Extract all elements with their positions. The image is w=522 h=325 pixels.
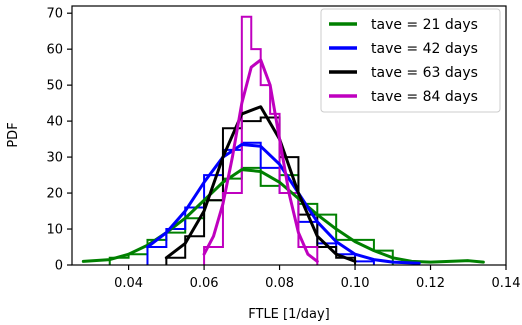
y-tick-label: 30 [46,151,63,166]
x-tick-label: 0.04 [114,276,143,291]
x-tick-label: 0.06 [190,276,219,291]
x-tick-label: 0.08 [265,276,294,291]
pdf-curve-series-2 [145,142,421,265]
x-tick-label: 0.14 [492,276,521,291]
pdf-curve-series-4 [202,58,319,263]
legend-label-3: tave = 63 days [371,65,478,81]
y-tick-label: 10 [46,223,63,238]
pdf-curve-series-1 [81,168,485,264]
axes-layer: 0.04 0.06 0.08 0.10 0.12 0.14 0 10 20 30 40 50 60 70 [46,5,521,291]
x-tick-label: 0.12 [416,276,445,291]
legend-box [320,8,501,113]
legend-label-1: tave = 21 days [371,17,478,33]
y-tick-label: 0 [55,259,63,274]
y-tick-label: 20 [46,187,63,202]
legend-label-2: tave = 42 days [371,41,478,57]
y-tick-label: 70 [46,7,63,22]
y-axis-label: PDF [6,122,21,147]
y-tick-label: 40 [46,115,63,130]
pdf-curve-series-3 [164,105,357,263]
legend: tave = 21 days tave = 42 days tave = 63 da… [320,8,501,113]
histogram-series-4 [203,15,319,265]
y-tick-label: 50 [46,79,63,94]
plot-frame [71,5,507,266]
x-tick-label: 0.10 [341,276,370,291]
legend-label-4: tave = 84 days [371,89,478,105]
x-axis-label: FTLE [1/day] [248,307,330,322]
y-tick-label: 60 [46,43,63,58]
curve-layer [81,58,485,265]
